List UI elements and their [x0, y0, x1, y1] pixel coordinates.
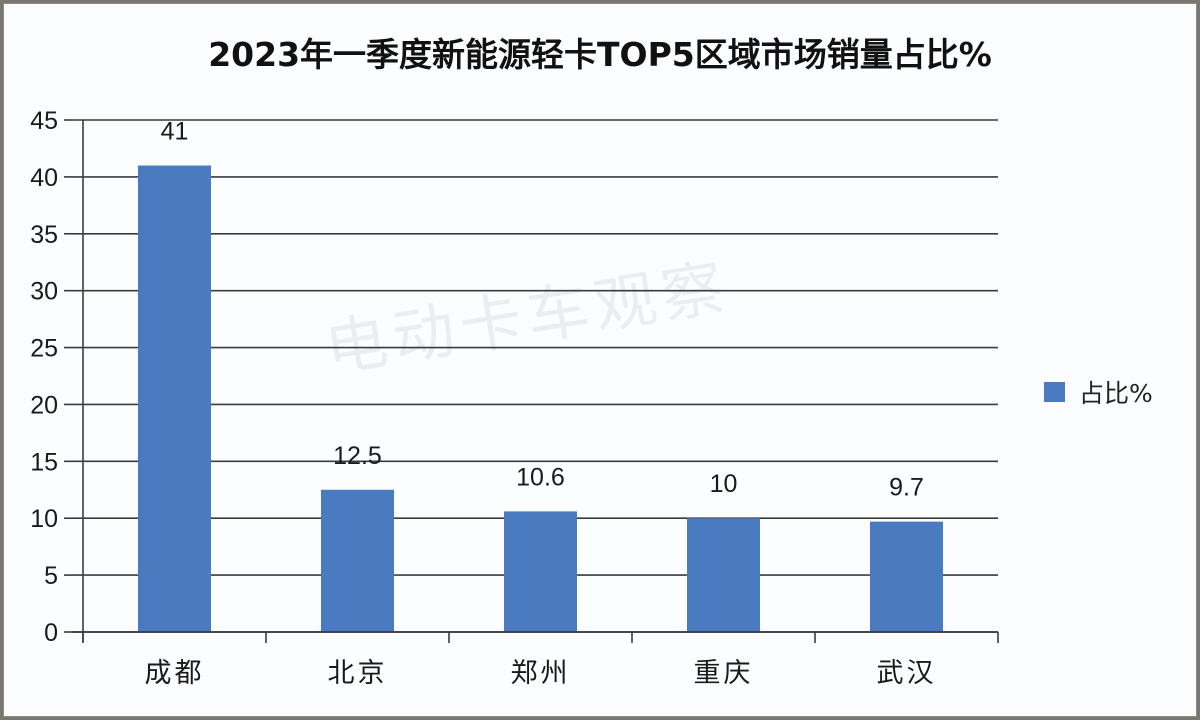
data-label: 41	[161, 118, 189, 146]
bar-重庆	[687, 518, 760, 632]
x-category-label: 武汉	[877, 658, 937, 689]
legend-swatch-icon	[1044, 382, 1065, 402]
y-tick-label: 0	[44, 619, 58, 647]
y-tick-label: 45	[30, 107, 58, 135]
bar-成都	[138, 165, 211, 632]
data-label: 12.5	[333, 442, 382, 470]
bar-北京	[321, 489, 394, 632]
y-tick-label: 10	[30, 505, 58, 533]
bar-郑州	[504, 511, 577, 632]
bar-武汉	[870, 521, 943, 632]
y-tick-label: 25	[30, 335, 58, 363]
y-tick-label: 15	[30, 448, 58, 476]
y-tick-label: 20	[30, 391, 58, 419]
y-tick-label: 30	[30, 278, 58, 306]
y-tick-label: 35	[30, 221, 58, 249]
data-label: 10.6	[516, 463, 565, 491]
x-category-label: 北京	[328, 658, 388, 689]
data-label: 10	[710, 470, 738, 498]
legend-label: 占比%	[1079, 379, 1153, 408]
x-category-label: 重庆	[694, 658, 754, 689]
data-label: 9.7	[889, 474, 924, 502]
legend: 占比%	[1044, 374, 1153, 410]
x-category-label: 郑州	[511, 658, 571, 689]
x-category-label: 成都	[145, 658, 205, 689]
y-tick-label: 40	[30, 164, 58, 192]
y-tick-label: 5	[44, 562, 58, 590]
chart-title: 2023年一季度新能源轻卡TOP5区域市场销量占比%	[208, 35, 992, 74]
